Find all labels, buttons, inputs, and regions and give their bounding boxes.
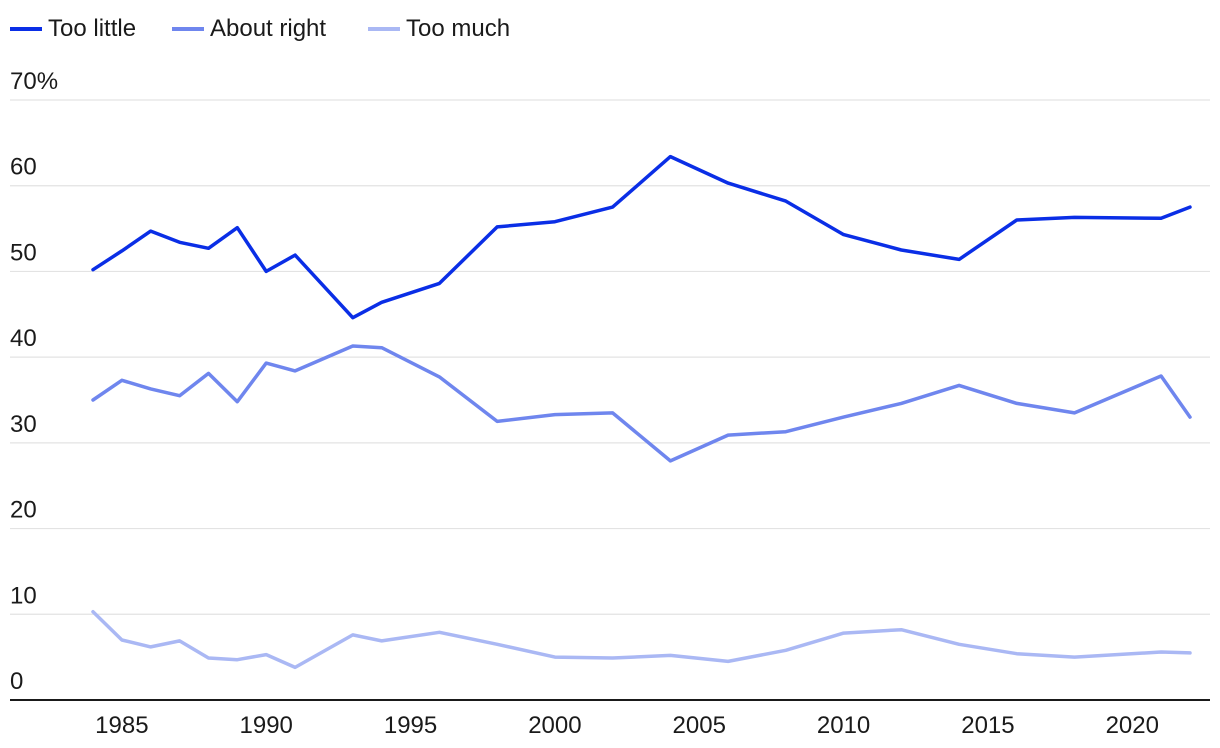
x-tick-label: 2005	[673, 712, 726, 739]
y-tick-label: 30	[10, 411, 37, 438]
x-axis-tick-labels: 1985 1990 1995 2000 2005 2010 2015 2020	[95, 712, 1159, 739]
x-tick-label: 1995	[384, 712, 437, 739]
x-tick-label: 1990	[240, 712, 293, 739]
legend-item-about-right: About right	[172, 15, 326, 42]
y-tick-label: 20	[10, 497, 37, 524]
series-lines	[91, 154, 1192, 670]
y-tick-label: 10	[10, 582, 37, 609]
legend-item-too-much: Too much	[368, 15, 510, 42]
x-tick-label: 2000	[528, 712, 581, 739]
legend-item-too-little: Too little	[10, 15, 136, 42]
y-axis-tick-labels: 0 10 20 30 40 50 60 70%	[10, 68, 58, 695]
legend-label: Too much	[406, 15, 510, 42]
y-tick-label: 40	[10, 325, 37, 352]
y-tick-label: 0	[10, 668, 23, 695]
x-tick-label: 1985	[95, 712, 148, 739]
x-tick-label: 2010	[817, 712, 870, 739]
x-tick-label: 2015	[961, 712, 1014, 739]
y-gridlines	[10, 99, 1210, 615]
series-line-too-much	[91, 609, 1192, 670]
x-tick-label: 2020	[1106, 712, 1159, 739]
chart-legend: Too little About right Too much	[10, 15, 510, 42]
series-line-about-right	[91, 344, 1192, 463]
y-tick-label: 50	[10, 239, 37, 266]
y-tick-label: 60	[10, 154, 37, 181]
y-tick-label: 70%	[10, 68, 58, 95]
legend-label: Too little	[48, 15, 136, 42]
series-line-too-little	[91, 154, 1192, 320]
legend-label: About right	[210, 15, 326, 42]
